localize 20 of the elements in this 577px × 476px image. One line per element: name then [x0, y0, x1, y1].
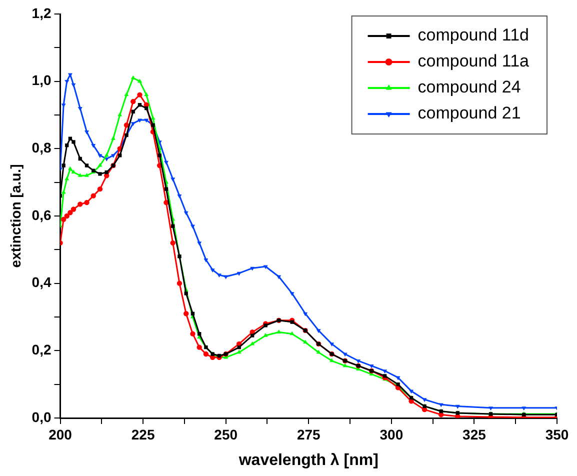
x-tick-label: 325: [462, 426, 486, 442]
x-tick-label: 225: [131, 426, 155, 442]
x-tick-label: 200: [48, 426, 72, 442]
y-axis-title: extinction [a.u.]: [7, 164, 24, 268]
y-tick-label: 0,4: [32, 274, 52, 290]
y-tick-label: 0,0: [32, 408, 52, 425]
y-tick-label: 0,6: [32, 206, 52, 223]
y-tick-label: 1,0: [32, 72, 52, 88]
legend-label: compound 11a: [418, 52, 530, 71]
y-tick-label: 0,2: [32, 342, 52, 358]
legend-label: compound 21: [418, 104, 521, 123]
y-tick-label: 0,8: [32, 140, 52, 156]
legend-label: compound 24: [418, 78, 521, 97]
x-tick-label: 350: [545, 426, 569, 442]
y-tick-label: 1,2: [32, 4, 52, 21]
legend-label: compound 11d: [418, 26, 530, 45]
x-tick-label: 300: [380, 426, 404, 442]
x-tick-label: 250: [214, 426, 238, 442]
x-axis-title: wavelength λ [nm]: [238, 452, 378, 469]
x-tick-label: 275: [296, 426, 321, 442]
